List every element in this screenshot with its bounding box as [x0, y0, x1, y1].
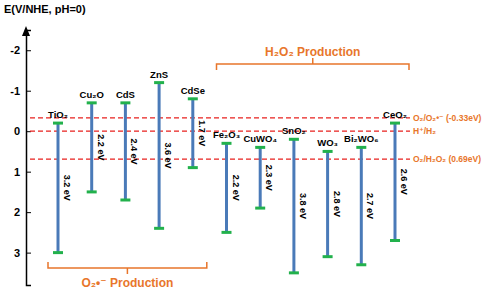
vb-edge [323, 255, 333, 258]
gap-label: 2.4 eV [129, 138, 139, 164]
vb-edge [53, 251, 63, 254]
reference-label: O₂/H₂O₂ (0.69eV) [413, 154, 481, 164]
vb-edge [87, 190, 97, 193]
material-label: Fe₂O₃ [213, 129, 240, 140]
material-label: CeO₂ [383, 109, 407, 120]
tick: 1 [14, 166, 31, 178]
tick-label: 1 [14, 166, 20, 178]
gap-label: 3.2 eV [62, 175, 72, 201]
axis-title: E(V/NHE, pH=0) [4, 3, 86, 15]
band-bar [124, 103, 127, 200]
tick: 2 [14, 206, 31, 218]
axis-arrow [22, 26, 30, 36]
axis-line [27, 31, 32, 286]
vb-edge [120, 199, 130, 202]
material-label: CuWO₄ [243, 133, 277, 144]
reference-label: O₂/O₂•⁻ (-0.33eV) [413, 113, 482, 123]
tick-mark [26, 172, 31, 173]
gap-label: 2.2 eV [231, 175, 241, 201]
chart: -2 -1 0 1 2 3 E(V/NHE, pH=0) O₂/O₂•⁻ (-0.33eV) H… [0, 0, 500, 293]
tick-mark [26, 212, 31, 213]
tick-label: 3 [14, 247, 20, 259]
tick-label: -1 [10, 85, 20, 97]
group-label: O₂•⁻ Production [81, 276, 173, 290]
material-label: Cu₂O [80, 89, 104, 100]
material-label: Bi₂WO₆ [344, 133, 378, 144]
reference-line [30, 159, 410, 160]
band-bar [394, 123, 397, 240]
cb-edge [87, 101, 97, 104]
cb-edge [222, 142, 232, 145]
cb-edge [53, 122, 63, 125]
tick-mark [26, 50, 31, 51]
tick-mark [26, 91, 31, 92]
group-bracket [217, 58, 410, 70]
material-label: CdS [116, 89, 135, 100]
band-bar [292, 139, 295, 273]
tick-label: 2 [14, 206, 20, 218]
material-label: CdSe [181, 85, 205, 96]
material-label: SnO₂ [282, 125, 306, 136]
band-bar [191, 99, 194, 168]
tick-mark [26, 253, 31, 254]
marks [30, 83, 410, 273]
tick-label: 0 [14, 125, 20, 137]
cb-edge [154, 81, 164, 84]
labels: O₂/O₂•⁻ (-0.33eV) H⁺/H₂ O₂/H₂O₂ (0.69eV) Ti… [48, 69, 482, 219]
cb-edge [390, 122, 400, 125]
band-bar [158, 83, 161, 229]
tick: 3 [14, 247, 31, 259]
gap-label: 1.7 eV [197, 120, 207, 146]
vb-edge [154, 227, 164, 230]
band-bar [57, 123, 60, 253]
material-label: TiO₂ [48, 109, 68, 120]
gap-label: 3.6 eV [163, 142, 173, 168]
reference-line [30, 117, 410, 118]
gap-label: 2.3 eV [264, 165, 274, 191]
tick-label: -2 [10, 44, 20, 56]
vb-edge [390, 239, 400, 242]
y-axis: -2 -1 0 1 2 3 [10, 31, 31, 286]
gap-label: 2.7 eV [365, 193, 375, 219]
band-bar [90, 103, 93, 192]
cb-edge [323, 150, 333, 153]
group-label: H₂O₂ Production [265, 45, 360, 59]
vb-edge [188, 166, 198, 169]
vb-edge [222, 231, 232, 234]
cb-edge [255, 146, 265, 149]
vb-edge [255, 207, 265, 210]
tick: -1 [10, 85, 31, 97]
gap-label: 2.6 eV [399, 169, 409, 195]
gap-label: 2.2 eV [96, 134, 106, 160]
cb-edge [120, 101, 130, 104]
band-bar [360, 147, 363, 264]
vb-edge [356, 263, 366, 266]
cb-edge [289, 138, 299, 141]
band-bar [259, 147, 262, 208]
tick: 0 [14, 125, 31, 137]
reference-label: H⁺/H₂ [413, 126, 436, 136]
gap-label: 3.8 eV [298, 193, 308, 219]
band-bar [225, 143, 228, 232]
band-bar [326, 151, 329, 256]
tick: -2 [10, 44, 31, 56]
vb-edge [289, 271, 299, 274]
material-label: WO₃ [317, 137, 338, 148]
cb-edge [356, 146, 366, 149]
gap-label: 2.8 eV [332, 191, 342, 217]
group-bracket [48, 262, 207, 274]
material-label: ZnS [150, 69, 168, 80]
cb-edge [188, 97, 198, 100]
